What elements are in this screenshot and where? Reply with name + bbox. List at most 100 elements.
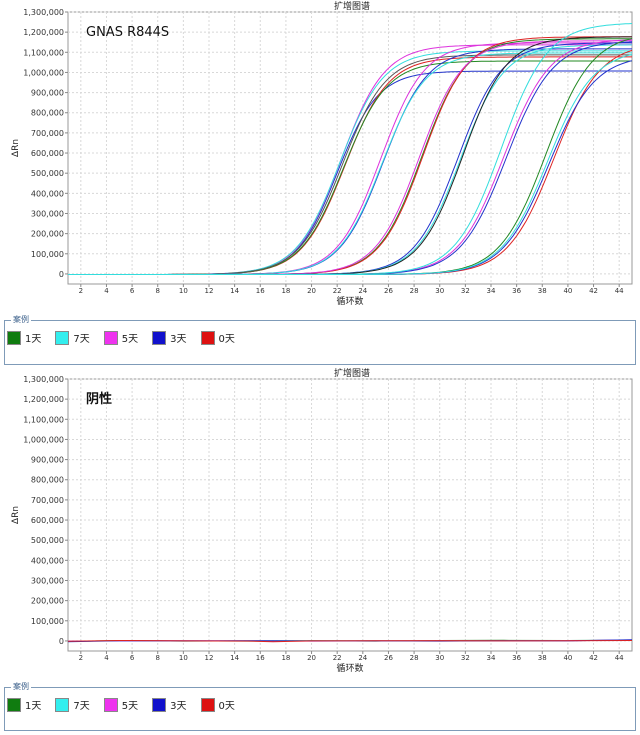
x-tick-label: 2 (79, 287, 83, 295)
x-tick-label: 42 (589, 287, 598, 295)
legend-swatch (200, 697, 215, 712)
y-tick-label: 100,000 (31, 250, 64, 259)
legend-label: 0天 (218, 701, 235, 712)
legend-item-1day[interactable]: 1天 (7, 330, 41, 345)
x-tick-label: 30 (435, 287, 444, 295)
x-tick-label: 12 (205, 287, 214, 295)
legend-label: 3天 (170, 701, 187, 712)
x-tick-label: 32 (461, 287, 470, 295)
x-tick-label: 28 (410, 287, 419, 295)
y-axis-label: ΔRn (11, 139, 21, 157)
x-tick-label: 14 (230, 654, 239, 662)
legend-item-7day[interactable]: 7天 (55, 697, 90, 712)
x-tick-label: 40 (563, 287, 572, 295)
legend-item-7day[interactable]: 7天 (55, 330, 90, 345)
series-line-0天 (67, 639, 633, 643)
y-tick-label: 900,000 (31, 456, 64, 465)
y-tick-label: 1,300,000 (23, 8, 64, 17)
legend-swatch (7, 697, 21, 712)
x-tick-label: 6 (130, 654, 135, 662)
legend-item-3day[interactable]: 3天 (152, 697, 187, 712)
legend-item-0day[interactable]: 0天 (200, 697, 235, 712)
legend-top: 案例 1天 7天 5天 3天 0天 (4, 315, 636, 365)
plot-area (67, 378, 633, 652)
x-tick-label: 20 (307, 654, 316, 662)
x-tick-label: 34 (487, 654, 496, 662)
x-tick-label: 30 (435, 654, 444, 662)
y-tick-label: 900,000 (31, 89, 64, 98)
x-tick-label: 10 (179, 654, 188, 662)
y-tick-label: 800,000 (31, 476, 64, 485)
y-tick-label: 100,000 (31, 617, 64, 626)
legend-swatch (200, 330, 215, 345)
legend-item-5day[interactable]: 5天 (103, 697, 139, 712)
x-axis-label: 循环数 (336, 662, 363, 674)
legend-item-0day[interactable]: 0天 (200, 330, 235, 345)
x-tick-label: 22 (333, 287, 342, 295)
legend-swatch (55, 697, 70, 712)
y-tick-label: 200,000 (31, 230, 64, 239)
x-tick-label: 10 (179, 287, 188, 295)
y-tick-label: 300,000 (31, 576, 64, 585)
legend-label: 5天 (121, 334, 139, 345)
x-tick-label: 18 (281, 287, 290, 295)
legend-swatch (152, 697, 167, 712)
y-tick-label: 1,000,000 (23, 435, 64, 444)
x-tick-label: 8 (155, 287, 159, 295)
y-tick-label: 700,000 (31, 496, 64, 505)
chart-title: 扩增图谱 (334, 367, 370, 379)
x-axis-label: 循环数 (336, 295, 363, 307)
legend-label: 1天 (25, 701, 42, 712)
x-tick-label: 38 (538, 287, 547, 295)
legend-label: 0天 (218, 334, 235, 345)
x-tick-label: 6 (130, 287, 135, 295)
x-tick-label: 34 (487, 287, 496, 295)
x-tick-label: 12 (205, 654, 214, 662)
x-tick-label: 14 (230, 287, 239, 295)
y-tick-label: 1,100,000 (23, 48, 64, 57)
legend-swatch (7, 330, 21, 345)
x-tick-label: 8 (155, 654, 159, 662)
series-group (67, 639, 633, 643)
legend-label: 7天 (73, 334, 90, 345)
x-tick-label: 40 (563, 654, 572, 662)
y-tick-label: 1,200,000 (23, 28, 64, 37)
legend-swatch (55, 330, 70, 345)
y-tick-label: 300,000 (31, 209, 64, 218)
legend-label: 7天 (73, 701, 90, 712)
amplification-chart-top: 扩增图谱 0 100,000 200,000 300,000 400,000 500,000… (11, 0, 633, 307)
x-tick-label: 36 (512, 287, 521, 295)
y-tick-label: 400,000 (31, 189, 64, 198)
legend-item-3day[interactable]: 3天 (152, 330, 187, 345)
y-tick-label: 200,000 (31, 597, 64, 606)
legend-title: 案例 (11, 682, 31, 692)
x-tick-label: 24 (358, 287, 367, 295)
y-tick-label: 1,200,000 (23, 395, 64, 404)
x-tick-label: 38 (538, 654, 547, 662)
legend-label: 5天 (121, 701, 139, 712)
y-tick-label: 500,000 (31, 169, 64, 178)
legend-item-1day[interactable]: 1天 (7, 697, 41, 712)
legend-label: 1天 (25, 334, 42, 345)
chart-annotation: 阴性 (86, 391, 112, 407)
x-tick-label: 22 (333, 654, 342, 662)
x-tick-label: 26 (384, 654, 393, 662)
x-tick-label: 20 (307, 287, 316, 295)
series-group (68, 23, 633, 275)
x-tick-label: 2 (79, 654, 83, 662)
y-tick-label: 700,000 (31, 129, 64, 138)
y-tick-label: 1,100,000 (23, 415, 64, 424)
legend-item-5day[interactable]: 5天 (103, 330, 139, 345)
x-tick-label: 18 (281, 654, 290, 662)
y-tick-label: 500,000 (31, 536, 64, 545)
x-tick-label: 44 (615, 654, 624, 662)
legend-title: 案例 (11, 315, 31, 325)
x-tick-label: 16 (256, 654, 265, 662)
y-tick-label: 0 (59, 270, 64, 279)
x-tick-label: 4 (104, 654, 109, 662)
x-tick-label: 4 (104, 287, 109, 295)
y-tick-label: 800,000 (31, 109, 64, 118)
y-tick-label: 600,000 (31, 516, 64, 525)
x-tick-label: 32 (461, 654, 470, 662)
amplification-chart-bottom: 扩增图谱 0 100,000 200,000 300,000 400,000 500,000… (11, 367, 633, 674)
